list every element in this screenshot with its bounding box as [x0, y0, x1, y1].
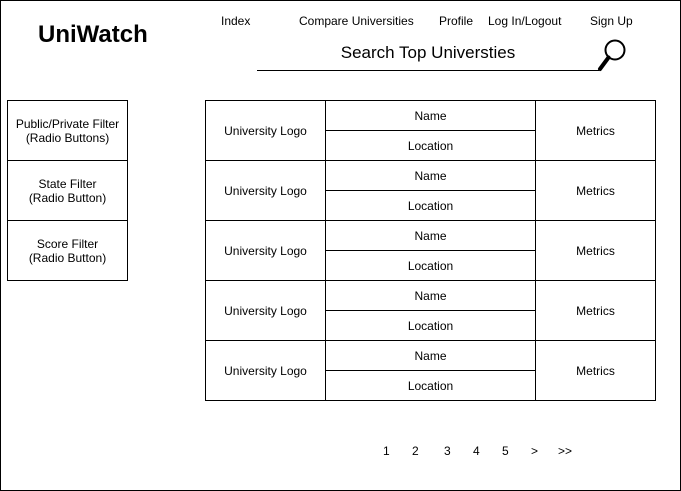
university-logo: University Logo — [206, 341, 326, 400]
last-page-link[interactable]: >> — [558, 444, 573, 458]
university-row[interactable]: University Logo Name Location Metrics — [205, 280, 656, 341]
public-private-filter[interactable]: Public/Private Filter (Radio Buttons) — [7, 100, 128, 161]
filter-label: Public/Private Filter — [15, 116, 120, 131]
page-3-link[interactable]: 3 — [444, 444, 451, 458]
score-filter[interactable]: Score Filter (Radio Button) — [7, 220, 128, 281]
university-name[interactable]: Name — [326, 101, 535, 131]
page-5-link[interactable]: 5 — [502, 444, 509, 458]
university-logo: University Logo — [206, 161, 326, 220]
university-location: Location — [407, 318, 454, 333]
page-2-link[interactable]: 2 — [412, 444, 419, 458]
nav-compare-universities[interactable]: Compare Universities — [299, 14, 414, 28]
university-row[interactable]: University Logo Name Location Metrics — [205, 340, 656, 401]
filter-sublabel: (Radio Button) — [28, 190, 107, 205]
university-name[interactable]: Name — [326, 341, 535, 371]
filter-label: State Filter — [38, 176, 97, 191]
filter-sublabel: (Radio Buttons) — [25, 130, 110, 145]
university-name[interactable]: Name — [326, 221, 535, 251]
university-name[interactable]: Name — [326, 281, 535, 311]
page-4-link[interactable]: 4 — [473, 444, 480, 458]
state-filter[interactable]: State Filter (Radio Button) — [7, 160, 128, 221]
university-metrics: Metrics — [576, 123, 615, 138]
university-row[interactable]: University Logo Name Location Metrics — [205, 100, 656, 161]
university-location: Location — [407, 258, 454, 273]
filter-sidebar: Public/Private Filter (Radio Buttons) St… — [7, 100, 128, 281]
university-location: Location — [407, 378, 454, 393]
nav-login-logout[interactable]: Log In/Logout — [488, 14, 562, 28]
university-metrics: Metrics — [576, 363, 615, 378]
filter-label: Score Filter — [36, 236, 99, 251]
university-metrics: Metrics — [576, 243, 615, 258]
university-row[interactable]: University Logo Name Location Metrics — [205, 220, 656, 281]
university-metrics: Metrics — [576, 183, 615, 198]
search-bar — [257, 39, 599, 71]
university-logo: University Logo — [206, 281, 326, 340]
page-1-link[interactable]: 1 — [383, 444, 390, 458]
university-logo: University Logo — [206, 101, 326, 160]
university-name[interactable]: Name — [326, 161, 535, 191]
university-logo: University Logo — [206, 221, 326, 280]
nav-index[interactable]: Index — [221, 14, 251, 28]
university-location: Location — [407, 198, 454, 213]
search-icon[interactable] — [597, 38, 629, 74]
search-input[interactable] — [257, 39, 599, 67]
results-list: University Logo Name Location Metrics Un… — [205, 100, 656, 401]
nav-sign-up[interactable]: Sign Up — [590, 14, 633, 28]
brand-logo[interactable]: UniWatch — [38, 21, 148, 48]
university-row[interactable]: University Logo Name Location Metrics — [205, 160, 656, 221]
next-page-link[interactable]: > — [531, 444, 539, 458]
nav-profile[interactable]: Profile — [439, 14, 474, 28]
university-location: Location — [407, 138, 454, 153]
filter-sublabel: (Radio Button) — [28, 250, 107, 265]
university-metrics: Metrics — [576, 303, 615, 318]
